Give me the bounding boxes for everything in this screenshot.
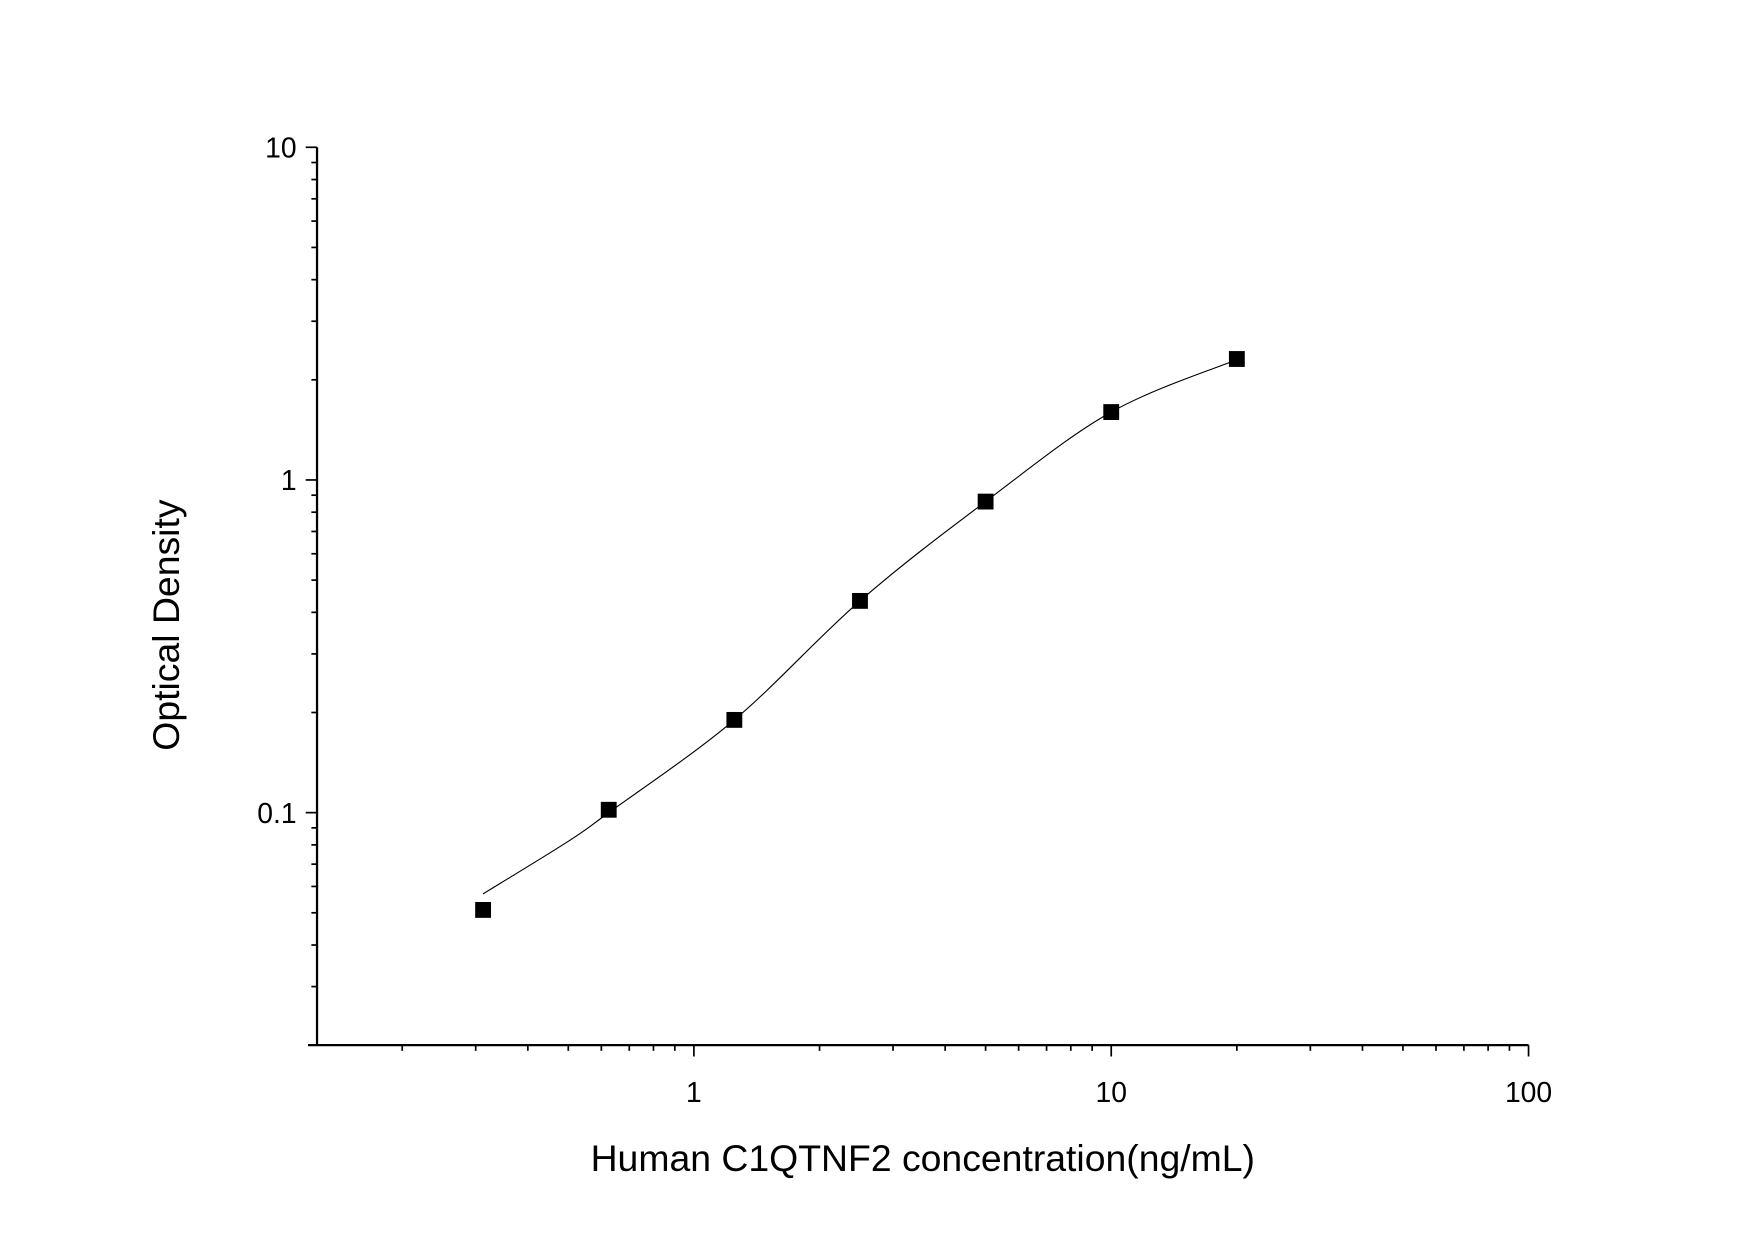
x-tick-label: 1 [686,1076,702,1108]
data-point [852,592,868,609]
y-tick-label: 10 [265,131,296,163]
data-point [475,901,492,918]
tick-labels: 1 10 100 0.1 1 10 [257,131,1552,1107]
data-point [1103,404,1120,420]
x-tick-label: 10 [1095,1076,1126,1108]
y-tick-label: 0.1 [257,797,296,829]
fit-curve [482,359,1238,895]
y-axis-label: Optical Density [145,499,187,751]
x-tick-label: 100 [1505,1076,1552,1108]
y-tick-label: 1 [281,464,297,496]
data-point [600,801,617,818]
data-point [977,493,994,510]
data-point [1228,351,1245,367]
data-points [475,351,1245,918]
x-axis-label: Human C1QTNF2 concentration(ng/mL) [591,1137,1255,1179]
axes [305,146,1530,1057]
data-point [726,711,743,728]
